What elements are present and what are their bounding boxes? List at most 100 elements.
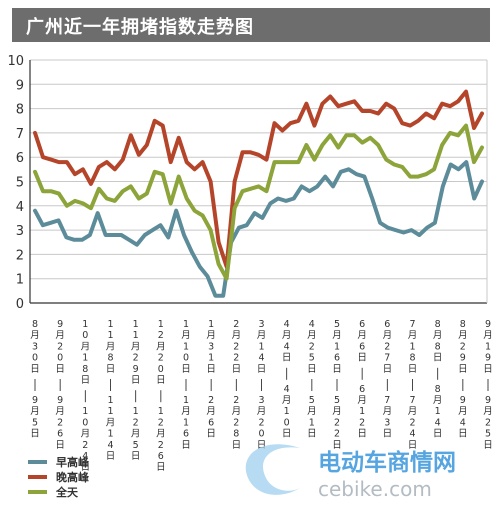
x-date-label-start: 9	[57, 319, 63, 330]
x-date-label-start: 1	[82, 353, 88, 364]
x-date-label-end: 月	[232, 406, 242, 417]
x-date-label-start: 日	[106, 364, 116, 375]
x-date-label-end: 月	[458, 406, 468, 417]
x-date-label-start: 1	[82, 319, 88, 330]
x-date-label-start: 月	[408, 330, 418, 341]
x-date-label-start: 2	[233, 319, 239, 330]
x-date-label-start: 月	[257, 330, 267, 341]
x-date-label-start: 4	[284, 319, 290, 330]
x-date-label-start: 1	[409, 341, 415, 352]
x-date-label-end: 1	[107, 395, 113, 406]
x-date-label-end: 月	[181, 406, 191, 417]
x-date-label-start: 5	[309, 353, 315, 364]
x-date-label-start: 1	[133, 319, 139, 330]
x-date-label-end: 2	[82, 440, 88, 451]
x-date-label-start: 4	[284, 341, 290, 352]
y-tick-label: 1	[16, 273, 24, 288]
x-date-label-start: 月	[81, 341, 91, 352]
x-date-label-end: 9	[485, 395, 491, 406]
x-date-label-start: 日	[257, 364, 267, 375]
x-date-label-start: 2	[57, 341, 63, 352]
x-date-label-start: 日	[408, 364, 418, 375]
x-date-label-end: 日	[81, 462, 91, 473]
x-date-label-start: 日	[156, 375, 166, 386]
x-date-label-start: 1	[183, 319, 189, 330]
x-date-label-end: 3	[384, 417, 390, 428]
x-date-label-start: 1	[107, 330, 113, 341]
x-date-label-start: 1	[183, 341, 189, 352]
x-date-label-start: 日	[131, 375, 141, 386]
x-date-label-start: 1	[133, 330, 139, 341]
x-date-label-end: 日	[257, 440, 267, 451]
x-date-label-start: 日	[332, 364, 342, 375]
x-date-label-start: 月	[383, 330, 393, 341]
x-date-label-start: 月	[181, 330, 191, 341]
x-date-label-end: 1	[284, 406, 290, 417]
x-date-label-end: 7	[409, 395, 415, 406]
x-date-label-end: 1	[183, 395, 189, 406]
x-date-label-end: 月	[131, 429, 141, 440]
x-date-label-start: 日	[282, 353, 292, 364]
x-date-label-end: 9	[460, 395, 466, 406]
legend-label: 早高峰	[56, 455, 90, 469]
x-date-label-end: 8	[233, 429, 239, 440]
x-date-label-end: 5	[32, 417, 38, 428]
x-date-label-start: 0	[32, 353, 38, 364]
x-date-label-end: 日	[131, 451, 141, 462]
x-date-label-end: 2	[233, 417, 239, 428]
x-date-label-start: 月	[357, 330, 367, 341]
x-date-label-start: 1	[208, 353, 214, 364]
x-date-label-end: 5	[133, 440, 139, 451]
x-date-label-end: 日	[232, 440, 242, 451]
x-date-label-start: 日	[483, 364, 493, 375]
x-date-label-start: 9	[485, 319, 491, 330]
x-date-label-start: 月	[206, 330, 216, 341]
x-date-label-end: 5	[334, 395, 340, 406]
watermark-url: cebike.com	[318, 477, 432, 501]
x-date-label-start: 6	[359, 341, 365, 352]
x-date-label-start: 6	[334, 353, 340, 364]
x-date-label-end: 月	[408, 406, 418, 417]
x-date-label-start: 9	[460, 353, 466, 364]
x-date-label-end: 5	[485, 429, 491, 440]
watermark-title: 电动车商情网	[318, 449, 456, 476]
x-date-label-end: 1	[359, 406, 365, 417]
x-date-label-end: 8	[435, 384, 441, 395]
chart-title: 广州近一年拥堵指数走势图	[26, 17, 254, 38]
x-date-label-end: 日	[433, 429, 443, 440]
x-date-label-start: 日	[433, 353, 443, 364]
x-date-label-start: 月	[307, 330, 317, 341]
x-date-label-start: 0	[158, 364, 164, 375]
x-date-label-start: 日	[81, 375, 91, 386]
x-date-label-start: 2	[133, 353, 139, 364]
x-date-label-start: 8	[460, 319, 466, 330]
x-date-label-end: 日	[181, 440, 191, 451]
x-date-label-start: 2	[384, 341, 390, 352]
x-date-label-end: 月	[332, 406, 342, 417]
x-date-label-start: 日	[307, 364, 317, 375]
x-date-label-end: 月	[81, 429, 91, 440]
x-date-label-start: 月	[156, 341, 166, 352]
x-date-label-end: 月	[55, 406, 65, 417]
x-date-label-end: 日	[483, 440, 493, 451]
x-date-label-start: 8	[435, 319, 441, 330]
y-tick-label: 7	[16, 127, 24, 142]
x-date-label-end: 日	[357, 429, 367, 440]
y-tick-label: 10	[7, 54, 24, 69]
x-date-label-end: 1	[435, 406, 441, 417]
x-date-label-end: 1	[82, 406, 88, 417]
x-date-label-end: 9	[32, 395, 38, 406]
x-date-label-start: 月	[433, 330, 443, 341]
x-date-label-start: 日	[458, 364, 468, 375]
x-date-label-end: 月	[307, 406, 317, 417]
x-date-label-start: 8	[409, 353, 415, 364]
x-date-label-end: 6	[158, 451, 164, 462]
x-date-label-start: 6	[384, 319, 390, 330]
x-date-label-end: 6	[183, 429, 189, 440]
x-date-label-start: 1	[107, 319, 113, 330]
x-date-label-end: 月	[206, 406, 216, 417]
x-date-label-start: 2	[158, 353, 164, 364]
x-date-label-start: 4	[309, 319, 315, 330]
x-date-label-end: 2	[485, 417, 491, 428]
